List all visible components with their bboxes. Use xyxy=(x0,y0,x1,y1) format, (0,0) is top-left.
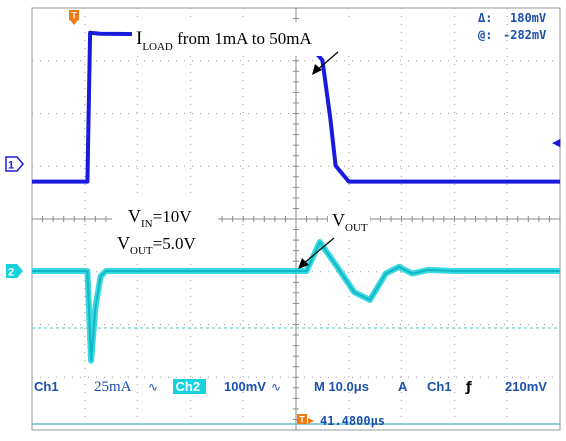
ch2-coupling-icon: ∿ xyxy=(271,380,281,394)
trigger-source: Ch1 xyxy=(427,379,452,394)
svg-text:T: T xyxy=(71,11,77,21)
trigger-slope-icon: ƒ xyxy=(465,380,472,395)
delta-symbol: Δ: xyxy=(478,11,492,25)
at-symbol: @: xyxy=(478,28,492,42)
vout-label-bg xyxy=(328,206,370,238)
iload-arrow xyxy=(315,51,339,72)
graticule xyxy=(31,7,561,431)
svg-text:1: 1 xyxy=(8,160,14,172)
status-bar: Ch1 25mA ∿ Ch2 100mV ∿ M 10.0μs A Ch1 ƒ … xyxy=(34,379,547,395)
vin-annotation: VIN=10V xyxy=(128,206,192,230)
ch2-label: Ch2 xyxy=(176,379,201,394)
trigger-marker: T xyxy=(69,10,79,25)
ch2-marker: 2 xyxy=(6,264,23,279)
at-value: -282mV xyxy=(503,28,546,42)
vout-annotation: VOUT=5.0V xyxy=(117,233,196,257)
iload-arrowhead xyxy=(312,64,322,75)
svg-text:2: 2 xyxy=(8,267,14,279)
trigger-level-marker: ◀ xyxy=(552,136,561,149)
trigger-mode: A xyxy=(398,379,408,394)
ch1-label: Ch1 xyxy=(34,379,59,394)
vout-arrowhead xyxy=(298,258,309,269)
trigger-position-value: 41.4800μs xyxy=(320,414,385,428)
trigger-position-readout: T ▸ 41.4800μs xyxy=(297,413,385,428)
ch2-label-badge xyxy=(173,379,206,394)
iload-annotation-bg xyxy=(132,22,394,56)
ch2-scale: 100mV xyxy=(224,379,266,394)
vout-arrow xyxy=(302,237,335,265)
ch1-scale: 25mA xyxy=(94,379,132,395)
vin-vout-annotation-bg xyxy=(112,200,218,264)
cursor-readout: Δ: 180mV @: -282mV xyxy=(478,11,546,42)
trigger-level: 210mV xyxy=(505,379,547,394)
ch1-coupling-icon: ∿ xyxy=(148,380,158,394)
svg-text:▸: ▸ xyxy=(308,413,314,427)
timebase: M 10.0μs xyxy=(314,379,369,394)
vout-label: VOUT xyxy=(332,210,368,234)
ch2-vout-trace-core xyxy=(32,241,560,362)
ch1-marker: 1 xyxy=(5,156,24,172)
delta-value: 180mV xyxy=(510,11,546,25)
svg-text:T: T xyxy=(299,415,305,425)
iload-annotation: ILOAD from 1mA to 50mA xyxy=(136,28,312,53)
